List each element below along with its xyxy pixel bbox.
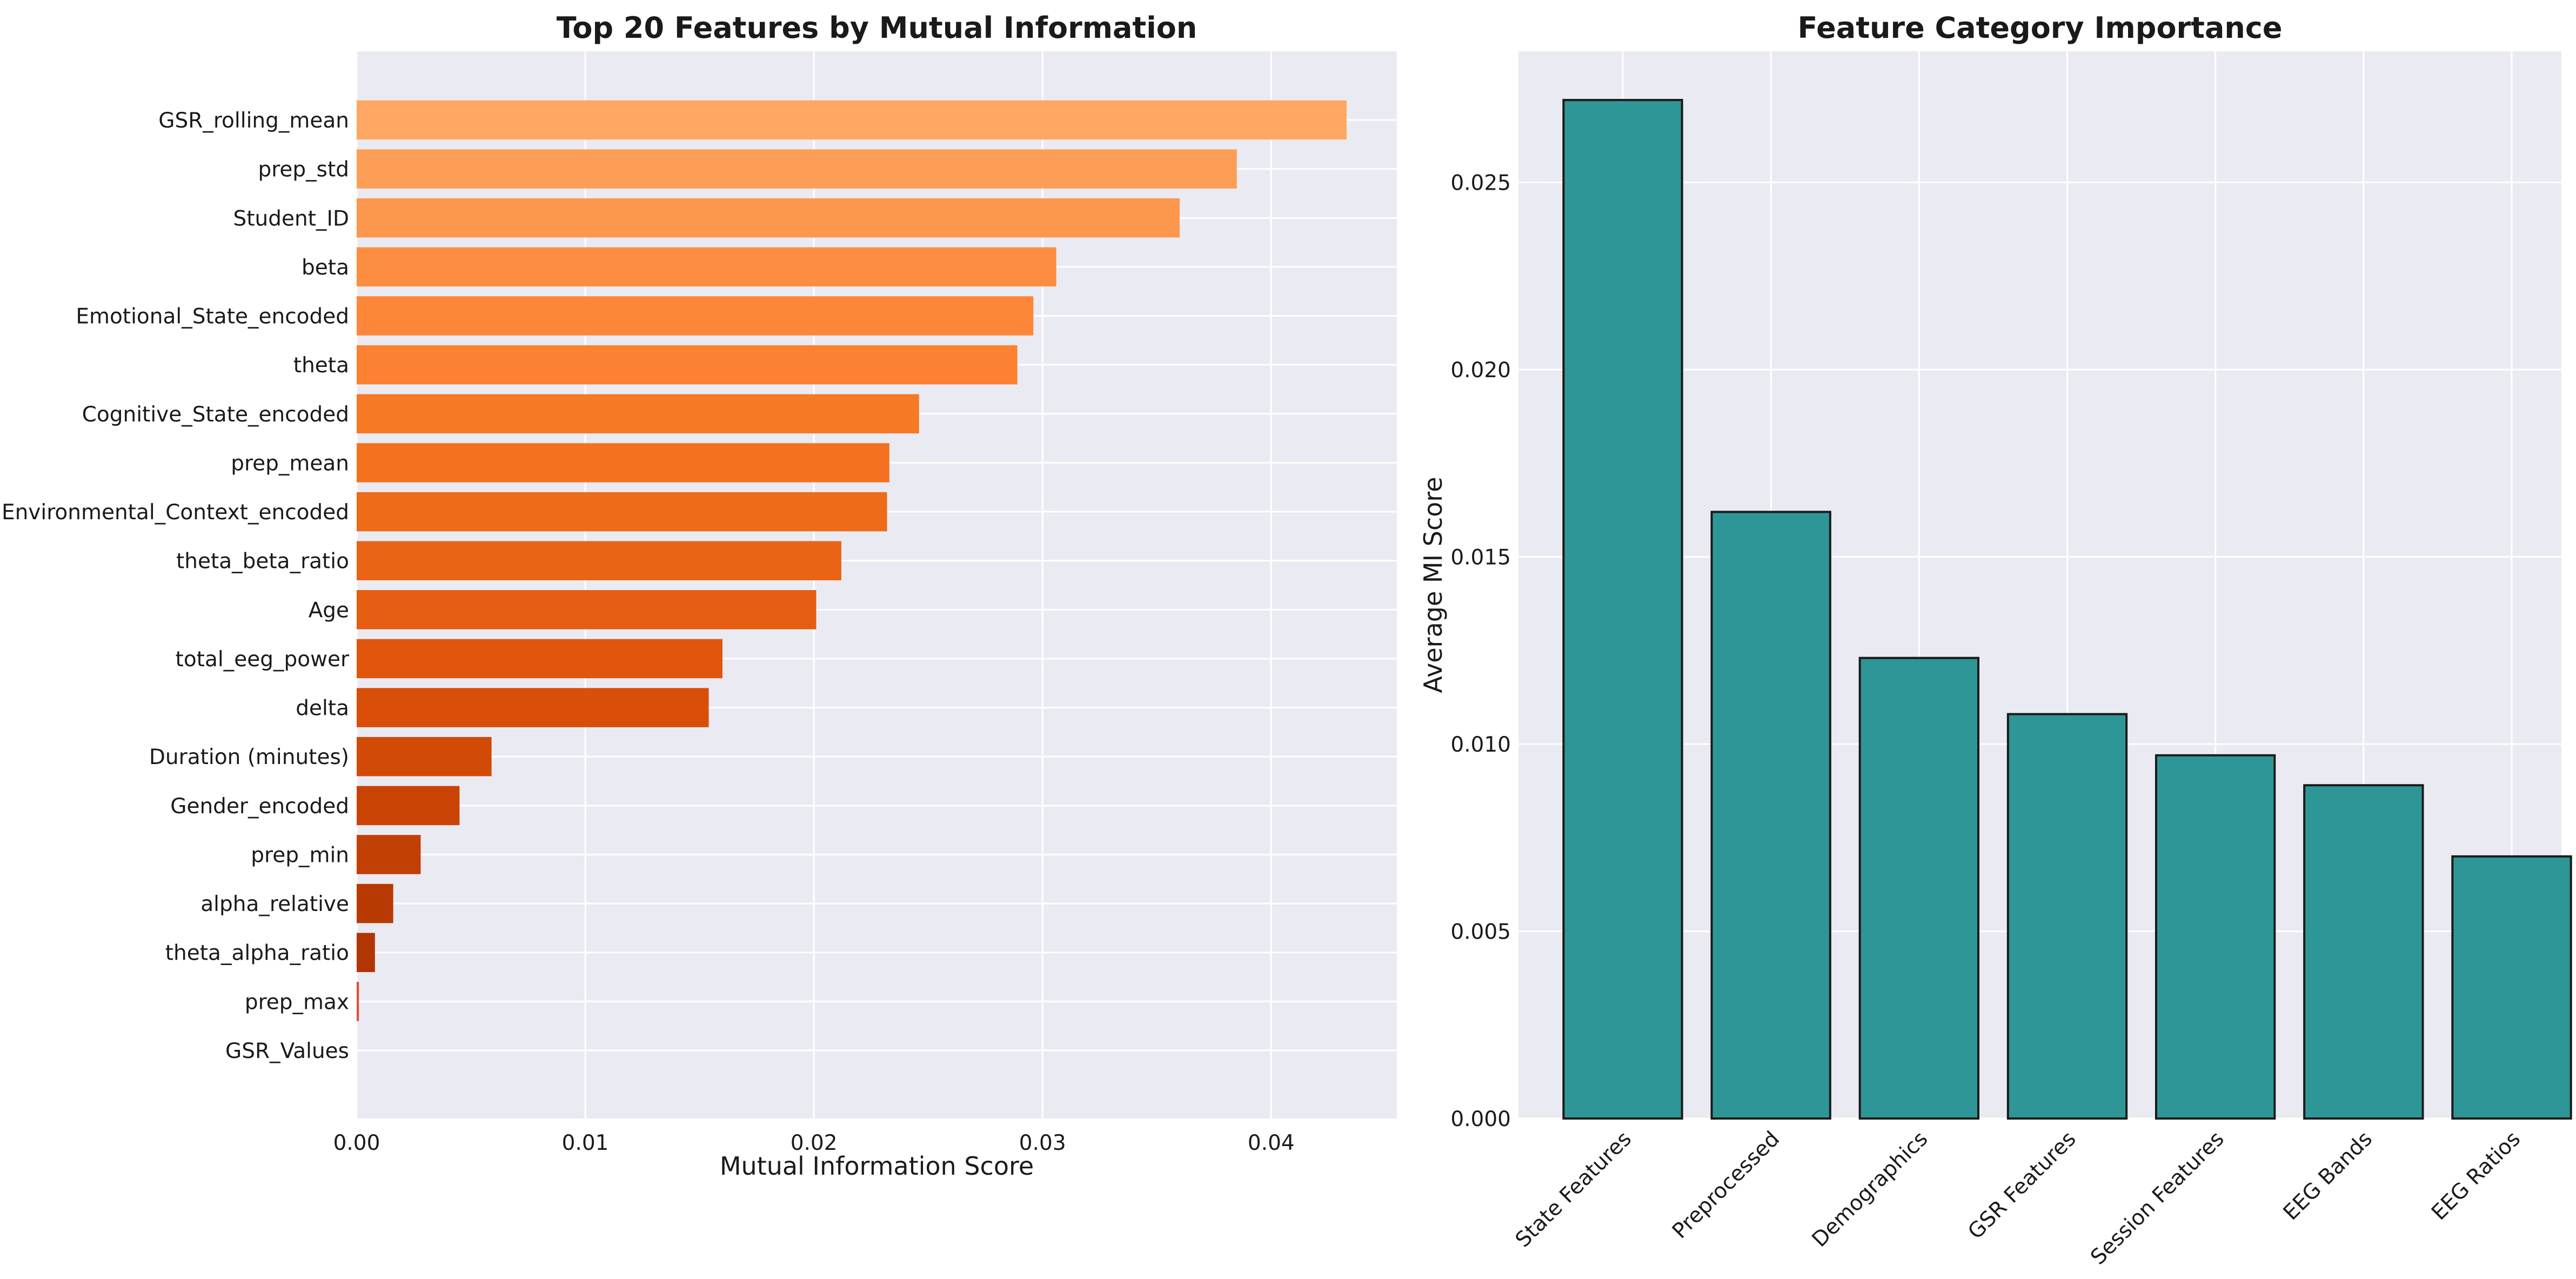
left-category-label: prep_min bbox=[251, 843, 349, 867]
left-bar bbox=[357, 149, 1237, 189]
left-category-label: alpha_relative bbox=[200, 892, 349, 916]
left-bar bbox=[357, 933, 375, 972]
left-category-label: prep_max bbox=[245, 990, 349, 1014]
left-bar bbox=[357, 688, 709, 727]
left-bar bbox=[357, 639, 722, 679]
left-bar bbox=[357, 100, 1347, 140]
left-category-label: Age bbox=[309, 598, 349, 622]
left-bar bbox=[357, 247, 1056, 287]
right-y-axis-label: Average MI Score bbox=[1419, 477, 1448, 693]
left-x-tick-label: 0.01 bbox=[562, 1131, 609, 1155]
left-bar bbox=[357, 443, 889, 483]
left-bar bbox=[357, 883, 393, 923]
right-y-tick-label: 0.000 bbox=[1450, 1107, 1511, 1131]
right-y-tick-label: 0.010 bbox=[1450, 733, 1511, 757]
right-bar bbox=[2451, 855, 2572, 1120]
left-bar bbox=[357, 835, 421, 874]
left-category-label: total_eeg_power bbox=[176, 647, 350, 672]
left-x-tick-label: 0.02 bbox=[791, 1131, 838, 1155]
left-chart-title: Top 20 Features by Mutual Information bbox=[557, 11, 1197, 45]
left-x-tick-label: 0.04 bbox=[1248, 1131, 1295, 1155]
left-bars bbox=[357, 100, 1347, 1021]
left-bar bbox=[357, 198, 1180, 238]
left-category-label: Environmental_Context_encoded bbox=[2, 500, 349, 525]
right-bar bbox=[2303, 784, 2424, 1120]
left-category-label: Duration (minutes) bbox=[149, 745, 349, 769]
right-y-tick-label: 0.005 bbox=[1450, 920, 1511, 945]
left-category-label: theta bbox=[293, 353, 349, 378]
left-x-tick-labels: 0.00 0.01 0.02 0.03 0.04 bbox=[333, 1131, 1295, 1155]
right-y-tick-label: 0.015 bbox=[1450, 546, 1511, 570]
right-bar bbox=[1858, 657, 1980, 1120]
left-category-label: prep_std bbox=[258, 158, 349, 182]
left-bar bbox=[357, 394, 919, 434]
right-bar bbox=[1710, 511, 1831, 1120]
left-category-label: delta bbox=[296, 697, 349, 721]
right-y-tick-label: 0.025 bbox=[1450, 171, 1511, 196]
left-category-label: prep_mean bbox=[231, 451, 349, 476]
left-bar bbox=[357, 982, 359, 1021]
left-bar bbox=[357, 786, 460, 826]
left-category-label: GSR_Values bbox=[225, 1039, 349, 1063]
left-x-axis-label: Mutual Information Score bbox=[720, 1151, 1034, 1181]
left-x-tick-label: 0.00 bbox=[333, 1131, 380, 1155]
right-bar bbox=[1562, 99, 1683, 1120]
left-category-label: GSR_rolling_mean bbox=[158, 109, 349, 133]
left-bar bbox=[357, 296, 1034, 336]
left-bar bbox=[357, 736, 492, 776]
left-category-label: Student_ID bbox=[233, 206, 349, 231]
left-category-label: Cognitive_State_encoded bbox=[82, 403, 349, 427]
right-bars bbox=[1562, 99, 2572, 1120]
right-y-tick-label: 0.020 bbox=[1450, 358, 1511, 383]
right-y-tick-labels: 0.000 0.005 0.010 0.015 0.020 0.025 bbox=[1450, 171, 1511, 1131]
left-category-label: Emotional_State_encoded bbox=[76, 305, 349, 329]
left-category-label: beta bbox=[302, 256, 349, 280]
right-chart-title: Feature Category Importance bbox=[1797, 11, 2282, 45]
left-category-label: Gender_encoded bbox=[170, 794, 349, 819]
left-bar bbox=[357, 590, 817, 630]
right-bar bbox=[2155, 754, 2276, 1120]
left-x-tick-label: 0.03 bbox=[1019, 1131, 1066, 1155]
left-bar bbox=[357, 492, 887, 532]
right-bar bbox=[2006, 713, 2128, 1120]
left-category-label: theta_beta_ratio bbox=[176, 550, 349, 574]
left-category-label: theta_alpha_ratio bbox=[165, 941, 349, 966]
left-bar bbox=[357, 345, 1018, 385]
left-bar bbox=[357, 541, 841, 580]
